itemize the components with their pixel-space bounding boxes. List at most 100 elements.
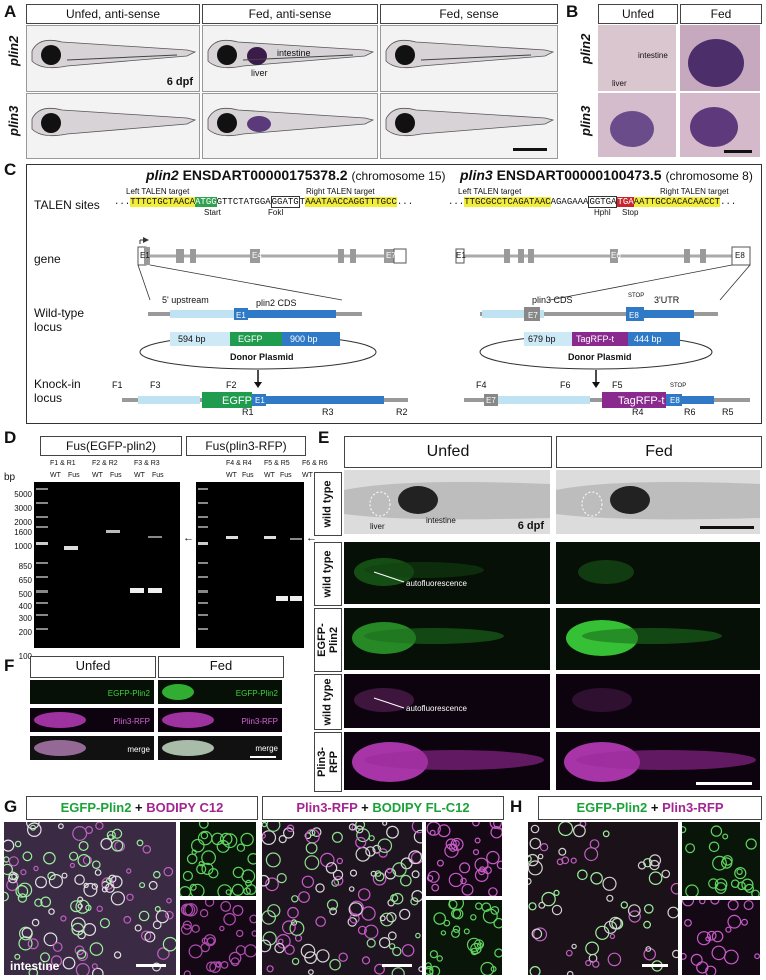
lipid-droplet — [203, 934, 216, 947]
lipid-droplet — [661, 869, 671, 879]
lipid-droplet — [198, 861, 204, 867]
lipid-droplet — [110, 891, 126, 906]
lipid-droplet — [33, 865, 39, 872]
lipid-droplet — [459, 862, 471, 874]
lipid-droplet — [496, 860, 506, 870]
c-right-rfp: TagRFP-t — [576, 334, 615, 344]
c-left-gene-name: plin2 — [146, 167, 179, 183]
lipid-droplet — [440, 930, 447, 936]
lipid-droplet — [723, 949, 739, 965]
f-col-unfed: Unfed — [30, 656, 156, 678]
lipid-droplet — [607, 952, 622, 967]
e-col-fed: Fed — [556, 436, 762, 468]
c-right-donor: Donor Plasmid — [568, 352, 632, 362]
lipid-droplet — [76, 949, 87, 959]
ish-plin2-fed: intestine liver — [202, 25, 378, 92]
lipid-droplet — [123, 915, 132, 924]
lipid-droplet — [448, 872, 464, 888]
f-col-fed: Fed — [158, 656, 284, 678]
c-ki-left-egfp: EGFP — [222, 395, 252, 407]
c-right-gene-id: ENSDART00000100473.5 — [496, 167, 662, 183]
lipid-droplet — [529, 837, 542, 850]
lipid-droplet — [366, 938, 376, 948]
e-bf-fed — [556, 470, 760, 534]
lipid-droplet — [35, 876, 48, 889]
lipid-droplet — [721, 857, 733, 869]
d-arrow2: ← — [306, 532, 317, 544]
lipid-droplet — [333, 875, 344, 886]
lipid-droplet — [163, 866, 174, 877]
col-header-unfed-antisense: Unfed, anti-sense — [26, 4, 200, 24]
lipid-droplet — [722, 833, 729, 840]
lipid-droplet — [286, 824, 295, 833]
lipid-droplet — [348, 886, 355, 892]
lipid-droplet — [400, 874, 412, 887]
d-bp-label: bp — [4, 472, 16, 483]
lipid-droplet — [347, 917, 358, 927]
lipid-droplet — [357, 888, 371, 901]
c-primer-r2: R2 — [396, 407, 408, 417]
f-green-fed: EGFP-Plin2 — [158, 680, 282, 704]
lipid-droplet — [329, 907, 337, 916]
lipid-droplet — [276, 934, 291, 949]
c-row-ki: Knock-in locus — [34, 377, 81, 405]
lipid-droplet — [490, 905, 500, 915]
lipid-droplet — [470, 942, 482, 955]
lipid-droplet — [179, 885, 192, 898]
lipid-droplet — [528, 853, 539, 867]
lipid-droplet — [262, 822, 267, 828]
lipid-droplet — [730, 879, 740, 889]
lipid-droplet — [4, 863, 13, 876]
lipid-droplet — [291, 895, 299, 903]
lipid-droplet — [243, 887, 251, 896]
lipid-droplet — [191, 924, 200, 933]
lipid-droplet — [336, 857, 344, 865]
lipid-droplet — [628, 910, 641, 923]
lipid-droplet — [27, 938, 39, 950]
c-left-seq: ...TTTCTGCTAACAATGGGTTCTATGGAGGATGTAAATA… — [114, 196, 414, 208]
lipid-droplet — [108, 874, 117, 883]
lipid-droplet — [283, 827, 295, 839]
g-main-image-2 — [262, 822, 422, 975]
b-row-label-plin3: plin3 — [578, 105, 593, 136]
lipid-droplet — [125, 868, 132, 874]
c-left-chrom: (chromosome 15) — [351, 169, 446, 183]
b-annotation-intestine: intestine — [638, 51, 668, 60]
lipid-droplet — [284, 944, 295, 955]
age-label: 6 dpf — [166, 76, 193, 88]
lipid-droplet — [20, 869, 27, 876]
f-merge-unfed: merge — [30, 736, 154, 760]
lipid-droplet — [304, 855, 320, 870]
d-gel1-title: Fus(EGFP-plin2) — [40, 436, 182, 456]
lipid-droplet — [191, 849, 197, 855]
lipid-droplet — [180, 923, 192, 935]
panel-label-f: F — [4, 656, 15, 675]
lipid-droplet — [262, 931, 277, 946]
lipid-droplet — [388, 943, 396, 950]
lipid-droplet — [529, 966, 541, 975]
lipid-droplet — [100, 837, 113, 850]
lipid-droplet — [451, 928, 461, 938]
lipid-droplet — [60, 915, 67, 922]
lipid-droplet — [401, 944, 415, 957]
c-left-arm2: 900 bp — [290, 334, 318, 344]
lipid-droplet — [95, 822, 104, 830]
lipid-droplet — [262, 830, 277, 845]
lipid-droplet — [472, 818, 480, 827]
lipid-droplet — [262, 910, 276, 925]
lipid-droplet — [585, 959, 592, 967]
lipid-droplet — [463, 928, 470, 935]
annotation-intestine: intestine — [277, 48, 311, 58]
e-mag-rfp-unfed — [344, 732, 550, 790]
e-mag-wt-unfed: autofluorescence — [344, 674, 550, 728]
lipid-droplet — [291, 957, 300, 966]
panel-label-c: C — [4, 160, 17, 179]
lipid-droplet — [155, 910, 169, 924]
lipid-droplet — [332, 869, 344, 881]
lipid-droplet — [528, 860, 543, 876]
lipid-droplet — [378, 936, 391, 949]
lipid-droplet — [452, 925, 461, 933]
lipid-droplet — [153, 870, 161, 879]
c-primer-f3: F3 — [150, 380, 161, 390]
lipid-droplet — [584, 847, 599, 862]
